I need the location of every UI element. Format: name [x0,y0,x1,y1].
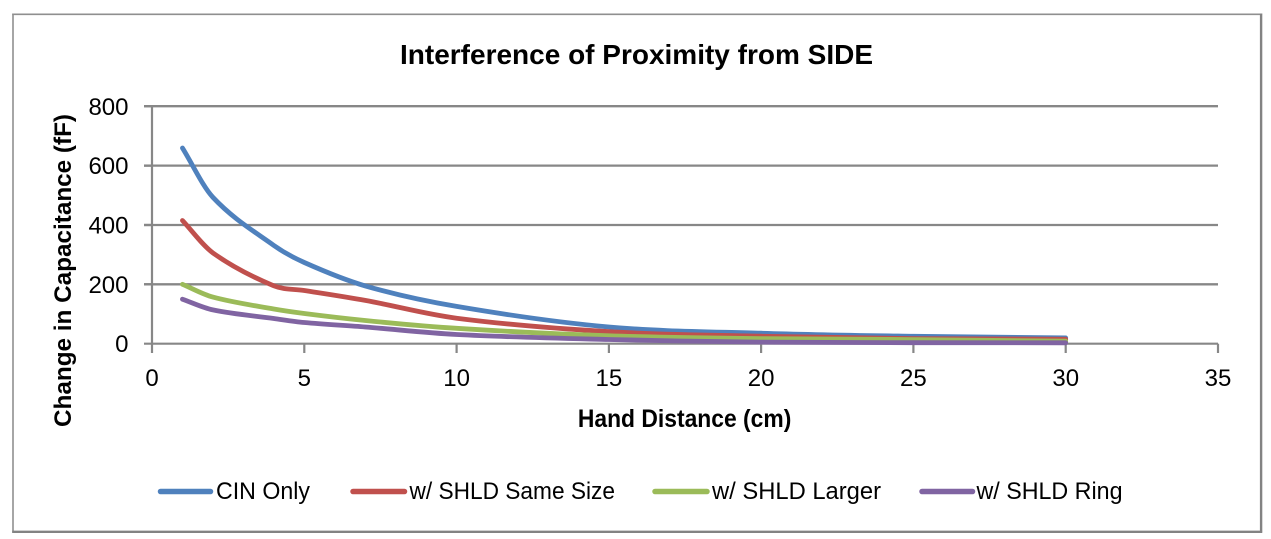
svg-text:5: 5 [298,365,311,392]
svg-text:800: 800 [88,94,128,121]
svg-text:Change in Capacitance (fF): Change in Capacitance (fF) [50,114,77,427]
svg-text:15: 15 [596,365,623,392]
svg-text:20: 20 [748,365,775,392]
svg-text:w/ SHLD Larger: w/ SHLD Larger [711,478,881,505]
svg-text:400: 400 [88,213,128,240]
svg-text:w/ SHLD Ring: w/ SHLD Ring [976,478,1123,505]
svg-text:CIN Only: CIN Only [216,478,310,505]
svg-text:600: 600 [88,153,128,180]
svg-text:30: 30 [1052,365,1079,392]
svg-text:0: 0 [145,365,158,392]
svg-text:25: 25 [900,365,927,392]
svg-text:Interference of Proximity from: Interference of Proximity from SIDE [400,39,873,70]
svg-text:10: 10 [443,365,470,392]
svg-text:Hand Distance (cm): Hand Distance (cm) [578,405,792,433]
svg-text:200: 200 [88,272,128,299]
svg-text:0: 0 [115,331,128,358]
svg-text:35: 35 [1205,365,1232,392]
svg-text:w/ SHLD Same Size: w/ SHLD Same Size [409,478,615,505]
